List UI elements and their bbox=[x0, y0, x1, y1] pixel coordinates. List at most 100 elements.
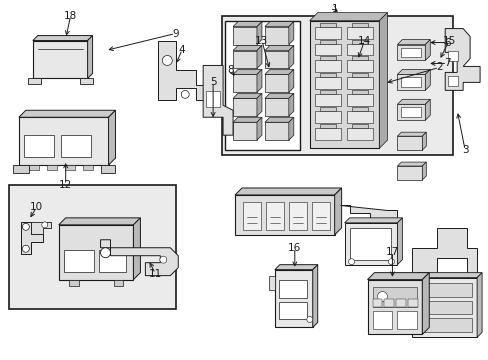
Polygon shape bbox=[319, 107, 335, 111]
Polygon shape bbox=[264, 98, 288, 116]
Text: 5: 5 bbox=[209, 77, 216, 87]
Polygon shape bbox=[367, 273, 428, 280]
Polygon shape bbox=[314, 128, 340, 140]
Bar bbox=[397, 311, 416, 329]
Polygon shape bbox=[203, 66, 233, 135]
Polygon shape bbox=[422, 162, 426, 180]
Polygon shape bbox=[80, 78, 92, 84]
Polygon shape bbox=[312, 265, 317, 328]
Circle shape bbox=[41, 222, 48, 228]
Polygon shape bbox=[233, 75, 256, 92]
Polygon shape bbox=[351, 107, 367, 111]
Text: 8: 8 bbox=[227, 66, 234, 76]
Polygon shape bbox=[233, 22, 262, 27]
Bar bbox=[9, 185, 176, 310]
Polygon shape bbox=[397, 162, 426, 166]
Polygon shape bbox=[274, 265, 317, 270]
Polygon shape bbox=[113, 280, 123, 285]
Polygon shape bbox=[264, 69, 293, 75]
Circle shape bbox=[22, 245, 29, 252]
Polygon shape bbox=[346, 27, 372, 39]
Text: 11: 11 bbox=[148, 269, 162, 279]
Polygon shape bbox=[411, 228, 476, 278]
Polygon shape bbox=[264, 117, 293, 122]
Text: 10: 10 bbox=[30, 202, 43, 212]
Bar bbox=[278, 280, 306, 298]
Text: 17: 17 bbox=[385, 247, 398, 257]
Bar bbox=[224, 21, 299, 150]
Polygon shape bbox=[351, 73, 367, 77]
Polygon shape bbox=[319, 73, 335, 77]
Circle shape bbox=[101, 248, 110, 258]
Polygon shape bbox=[264, 122, 288, 140]
Circle shape bbox=[306, 316, 312, 323]
Bar bbox=[416, 301, 471, 315]
Bar bbox=[416, 283, 471, 297]
Bar bbox=[278, 302, 306, 319]
Polygon shape bbox=[397, 104, 425, 120]
Bar bbox=[349, 228, 390, 260]
Polygon shape bbox=[233, 69, 262, 75]
Circle shape bbox=[417, 278, 426, 285]
Bar bbox=[407, 298, 417, 306]
Circle shape bbox=[377, 292, 386, 302]
Polygon shape bbox=[319, 57, 335, 60]
Polygon shape bbox=[346, 77, 372, 89]
Polygon shape bbox=[319, 90, 335, 94]
Polygon shape bbox=[346, 111, 372, 123]
Polygon shape bbox=[133, 218, 140, 280]
Circle shape bbox=[181, 90, 189, 98]
Polygon shape bbox=[256, 69, 262, 92]
Polygon shape bbox=[235, 195, 334, 235]
Polygon shape bbox=[31, 222, 51, 234]
Polygon shape bbox=[425, 69, 429, 90]
Polygon shape bbox=[339, 205, 397, 227]
Polygon shape bbox=[19, 110, 115, 117]
Polygon shape bbox=[233, 117, 262, 122]
Polygon shape bbox=[314, 44, 340, 55]
Polygon shape bbox=[334, 188, 341, 235]
Polygon shape bbox=[397, 132, 426, 136]
Bar bbox=[29, 165, 39, 170]
Polygon shape bbox=[344, 223, 397, 265]
Bar bbox=[99, 250, 126, 272]
Polygon shape bbox=[401, 77, 421, 87]
Polygon shape bbox=[264, 45, 293, 50]
Circle shape bbox=[387, 259, 394, 265]
Bar bbox=[416, 319, 471, 332]
Polygon shape bbox=[256, 117, 262, 140]
Polygon shape bbox=[314, 27, 340, 39]
Polygon shape bbox=[397, 166, 422, 180]
Polygon shape bbox=[309, 21, 379, 148]
Polygon shape bbox=[422, 132, 426, 150]
Polygon shape bbox=[411, 278, 476, 337]
Polygon shape bbox=[397, 99, 429, 104]
Polygon shape bbox=[233, 27, 256, 45]
Polygon shape bbox=[367, 280, 422, 334]
Polygon shape bbox=[319, 124, 335, 128]
Polygon shape bbox=[319, 40, 335, 44]
Polygon shape bbox=[233, 93, 262, 98]
Polygon shape bbox=[288, 93, 293, 116]
Bar bbox=[372, 311, 392, 329]
Polygon shape bbox=[397, 45, 425, 60]
Bar bbox=[265, 202, 283, 230]
Polygon shape bbox=[256, 22, 262, 45]
Polygon shape bbox=[256, 93, 262, 116]
Bar bbox=[243, 202, 261, 230]
Bar bbox=[206, 91, 220, 107]
Polygon shape bbox=[397, 40, 429, 45]
Polygon shape bbox=[101, 240, 178, 276]
Bar bbox=[447, 76, 457, 86]
Text: 2: 2 bbox=[435, 62, 442, 72]
Polygon shape bbox=[314, 94, 340, 106]
Bar bbox=[311, 202, 329, 230]
Polygon shape bbox=[314, 111, 340, 123]
Polygon shape bbox=[264, 27, 288, 45]
Polygon shape bbox=[99, 165, 115, 173]
Polygon shape bbox=[346, 94, 372, 106]
Polygon shape bbox=[422, 273, 428, 334]
Text: 1: 1 bbox=[331, 4, 337, 14]
Polygon shape bbox=[314, 60, 340, 72]
Polygon shape bbox=[13, 165, 29, 173]
